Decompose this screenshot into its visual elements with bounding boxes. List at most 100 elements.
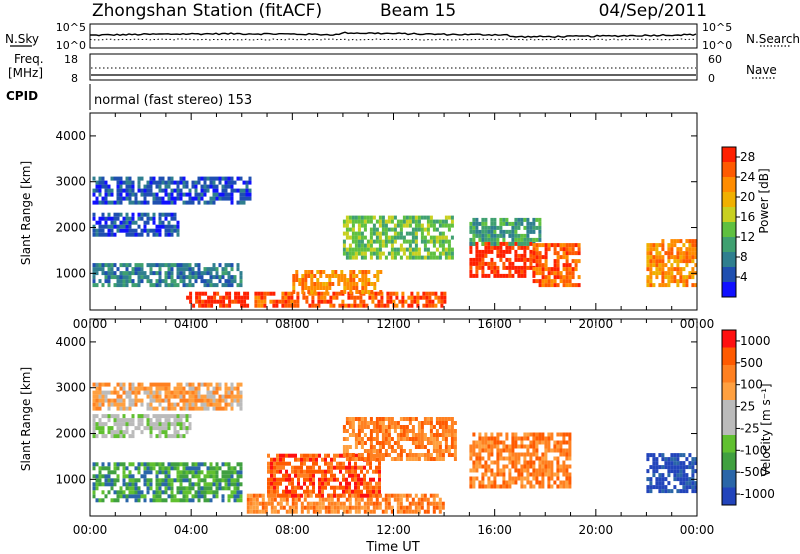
data-cell <box>146 232 150 237</box>
data-cell <box>511 456 515 461</box>
data-cell <box>155 422 159 427</box>
data-cell <box>532 229 536 234</box>
data-cell <box>236 200 240 205</box>
data-cell <box>429 255 433 260</box>
data-cell <box>447 255 451 260</box>
data-cell <box>435 441 439 445</box>
data-cell <box>173 430 177 435</box>
data-cell <box>664 251 668 256</box>
data-cell <box>292 290 296 294</box>
data-cell <box>296 299 300 304</box>
data-cell <box>140 382 144 387</box>
data-cell <box>270 481 273 486</box>
data-cell <box>209 267 213 272</box>
data-cell <box>667 243 671 248</box>
data-cell <box>420 429 424 433</box>
data-cell <box>559 243 563 248</box>
data-cell <box>450 235 454 240</box>
data-cell <box>176 418 180 423</box>
data-cell <box>182 176 186 181</box>
data-cell <box>685 489 689 494</box>
data-cell <box>140 386 144 391</box>
data-cell <box>140 474 144 479</box>
data-cell <box>369 485 372 490</box>
data-cell <box>146 414 150 419</box>
data-cell <box>303 497 307 502</box>
data-cell <box>387 493 391 498</box>
data-cell <box>396 453 400 457</box>
data-cell <box>170 498 174 503</box>
data-cell <box>682 255 686 260</box>
data-cell <box>661 485 665 490</box>
data-cell <box>292 286 296 290</box>
data-cell <box>173 406 177 411</box>
data-cell <box>670 251 674 256</box>
data-cell <box>239 406 243 411</box>
data-cell <box>685 473 689 478</box>
data-cell <box>526 472 530 477</box>
data-cell <box>266 291 270 296</box>
data-cell <box>562 448 566 453</box>
data-cell <box>164 474 168 479</box>
data-cell <box>508 472 512 477</box>
data-cell <box>113 200 117 205</box>
data-cell <box>562 267 566 272</box>
data-cell <box>131 283 135 288</box>
data-cell <box>321 473 324 478</box>
data-cell <box>164 414 168 419</box>
data-cell <box>658 465 662 470</box>
data-cell <box>490 269 494 274</box>
data-cell <box>532 436 536 441</box>
data-cell <box>92 188 96 193</box>
data-cell <box>342 445 346 449</box>
data-cell <box>197 406 201 411</box>
data-cell <box>342 425 346 429</box>
data-cell <box>541 480 545 485</box>
data-cell <box>152 426 156 431</box>
data-cell <box>312 461 315 466</box>
data-cell <box>535 468 539 473</box>
data-cell <box>338 291 342 296</box>
data-cell <box>149 228 153 233</box>
data-cell <box>676 259 680 264</box>
data-cell <box>565 472 569 477</box>
data-cell <box>125 224 129 229</box>
data-cell <box>194 184 198 189</box>
data-cell <box>472 217 476 222</box>
data-cell <box>568 452 572 457</box>
data-cell <box>197 398 201 403</box>
data-cell <box>134 200 138 205</box>
data-cell <box>417 433 421 437</box>
data-cell <box>327 453 330 458</box>
data-cell <box>149 478 153 483</box>
data-cell <box>182 390 186 395</box>
data-cell <box>116 474 120 479</box>
data-cell <box>574 263 578 268</box>
data-cell <box>131 200 135 205</box>
data-cell <box>360 223 364 228</box>
data-cell <box>288 477 291 482</box>
data-cell <box>119 430 123 435</box>
data-cell <box>532 432 536 437</box>
data-cell <box>559 452 563 457</box>
data-cell <box>119 279 123 284</box>
data-cell <box>342 493 346 498</box>
data-cell <box>568 448 572 453</box>
data-cell <box>301 286 305 290</box>
data-cell <box>194 275 198 280</box>
data-cell <box>517 245 521 250</box>
data-cell <box>209 180 213 185</box>
data-cell <box>354 469 357 474</box>
data-cell <box>408 493 412 498</box>
data-cell <box>384 449 388 453</box>
power-colorbar-label: Power [dB] <box>757 168 771 233</box>
data-cell <box>285 497 289 502</box>
data-cell <box>143 224 147 229</box>
data-cell <box>396 457 400 461</box>
data-cell <box>358 278 362 282</box>
data-cell <box>670 271 674 276</box>
data-cell <box>254 303 258 308</box>
data-cell <box>435 421 439 425</box>
data-cell <box>110 498 114 503</box>
data-cell <box>95 267 99 272</box>
